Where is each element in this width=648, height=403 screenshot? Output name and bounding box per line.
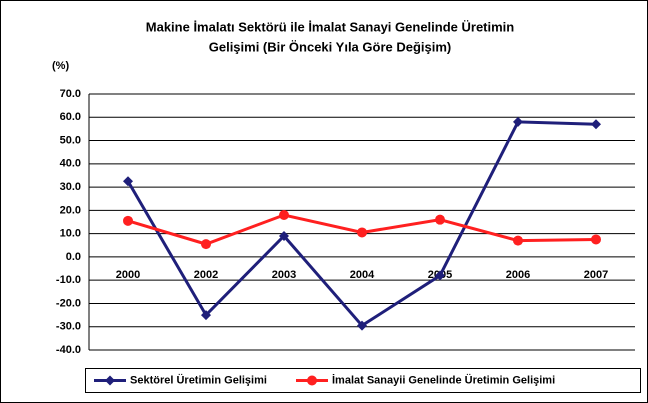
- y-tick-label: 50.0: [60, 134, 81, 146]
- marker: [513, 235, 523, 246]
- marker: [357, 227, 367, 238]
- x-tick-label: 2002: [194, 269, 218, 281]
- y-tick-label: 40.0: [60, 158, 81, 170]
- y-tick-label: -30.0: [56, 321, 81, 333]
- x-tick-label: 2006: [506, 269, 530, 281]
- marker: [591, 119, 601, 130]
- chart-title: Gelişimi (Bir Önceki Yıla Göre Değişim): [209, 39, 452, 54]
- marker: [279, 230, 289, 241]
- x-tick-label: 2000: [116, 269, 140, 281]
- y-tick-label: 60.0: [60, 111, 81, 123]
- x-tick-label: 2003: [272, 269, 296, 281]
- marker: [123, 176, 133, 187]
- y-tick-label: 0.0: [66, 251, 81, 263]
- marker: [201, 310, 211, 321]
- marker: [513, 116, 523, 127]
- legend-label: İmalat Sanayii Genelinde Üretimin Gelişi…: [332, 373, 555, 386]
- legend-box: [85, 368, 641, 393]
- marker: [105, 375, 115, 386]
- marker: [435, 214, 445, 225]
- marker: [123, 215, 133, 226]
- chart-title: Makine İmalatı Sektörü ile İmalat Sanayi…: [146, 19, 515, 34]
- marker: [307, 375, 317, 386]
- y-tick-label: -40.0: [56, 344, 81, 356]
- legend-label: Sektörel Üretimin Gelişimi: [130, 373, 267, 386]
- y-tick-label: 70.0: [60, 88, 81, 100]
- y-tick-label: 30.0: [60, 181, 81, 193]
- marker: [435, 270, 445, 281]
- marker: [591, 234, 601, 245]
- marker: [201, 239, 211, 250]
- y-tick-label: 20.0: [60, 204, 81, 216]
- y-tick-label: 10.0: [60, 228, 81, 240]
- marker: [357, 320, 367, 331]
- marker: [279, 210, 289, 221]
- y-axis-label: (%): [52, 60, 69, 72]
- x-tick-label: 2004: [350, 269, 375, 281]
- y-tick-label: -10.0: [56, 274, 81, 286]
- y-tick-label: -20.0: [56, 297, 81, 309]
- x-tick-label: 2007: [584, 269, 608, 281]
